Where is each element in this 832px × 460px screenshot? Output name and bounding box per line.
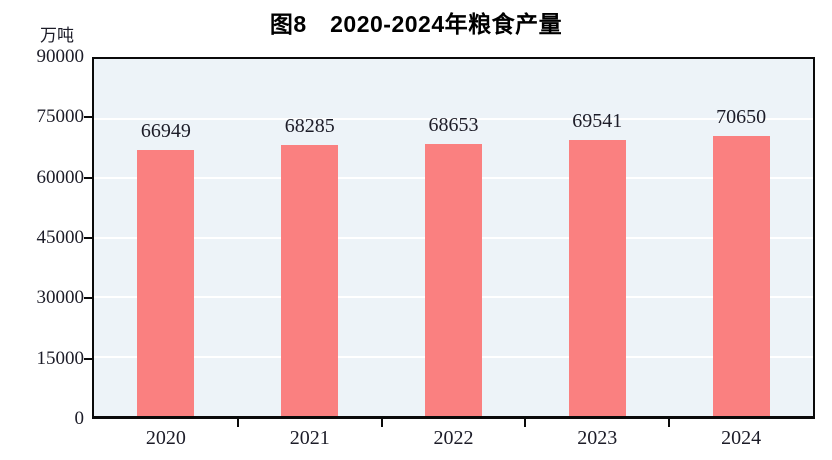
x-axis-tick [380, 419, 383, 427]
plot-inner: 66949 68285 68653 69541 70650 [94, 59, 813, 416]
y-axis-tick [84, 297, 92, 300]
y-tick-label-75000: 75000 [36, 106, 85, 128]
y-axis-tick [84, 237, 92, 239]
y-tick-label-60000: 60000 [36, 166, 85, 188]
gridline [94, 117, 813, 120]
bar-2022 [425, 143, 482, 416]
x-tick-label-2022: 2022 [433, 427, 474, 449]
bar-value-label-2023: 69541 [572, 110, 623, 133]
bar-value-label-2024: 70650 [716, 105, 767, 128]
y-tick-label-90000: 90000 [36, 46, 85, 67]
bar-2021 [281, 145, 339, 416]
x-axis-tick [236, 419, 239, 427]
bar-2020 [137, 150, 195, 416]
x-tick-label-2020: 2020 [145, 427, 186, 449]
plot-area: 66949 68285 68653 69541 70650 [92, 57, 815, 419]
y-axis-tick [84, 176, 92, 179]
x-axis-tick [524, 419, 527, 427]
y-axis-tick [84, 357, 92, 360]
y-tick-label-30000: 30000 [36, 287, 85, 309]
y-tick-label-0: 0 [74, 408, 85, 429]
bar-value-label-2020: 66949 [140, 120, 191, 143]
y-tick-label-45000: 45000 [36, 227, 85, 248]
x-tick-label-2024: 2024 [721, 427, 762, 449]
x-tick-label-2023: 2023 [577, 427, 618, 449]
bar-2024 [712, 135, 770, 416]
bar-value-label-2021: 68285 [284, 115, 335, 138]
y-axis-unit-label: 万吨 [40, 26, 74, 45]
y-axis-tick [84, 116, 92, 119]
chart-title: 图8 2020-2024年粮食产量 [269, 11, 563, 37]
bar-value-label-2022: 68653 [428, 113, 479, 136]
x-tick-label-2021: 2021 [289, 427, 330, 449]
y-tick-label-15000: 15000 [36, 347, 85, 369]
bar-2023 [568, 140, 626, 416]
x-axis-tick [668, 419, 671, 427]
